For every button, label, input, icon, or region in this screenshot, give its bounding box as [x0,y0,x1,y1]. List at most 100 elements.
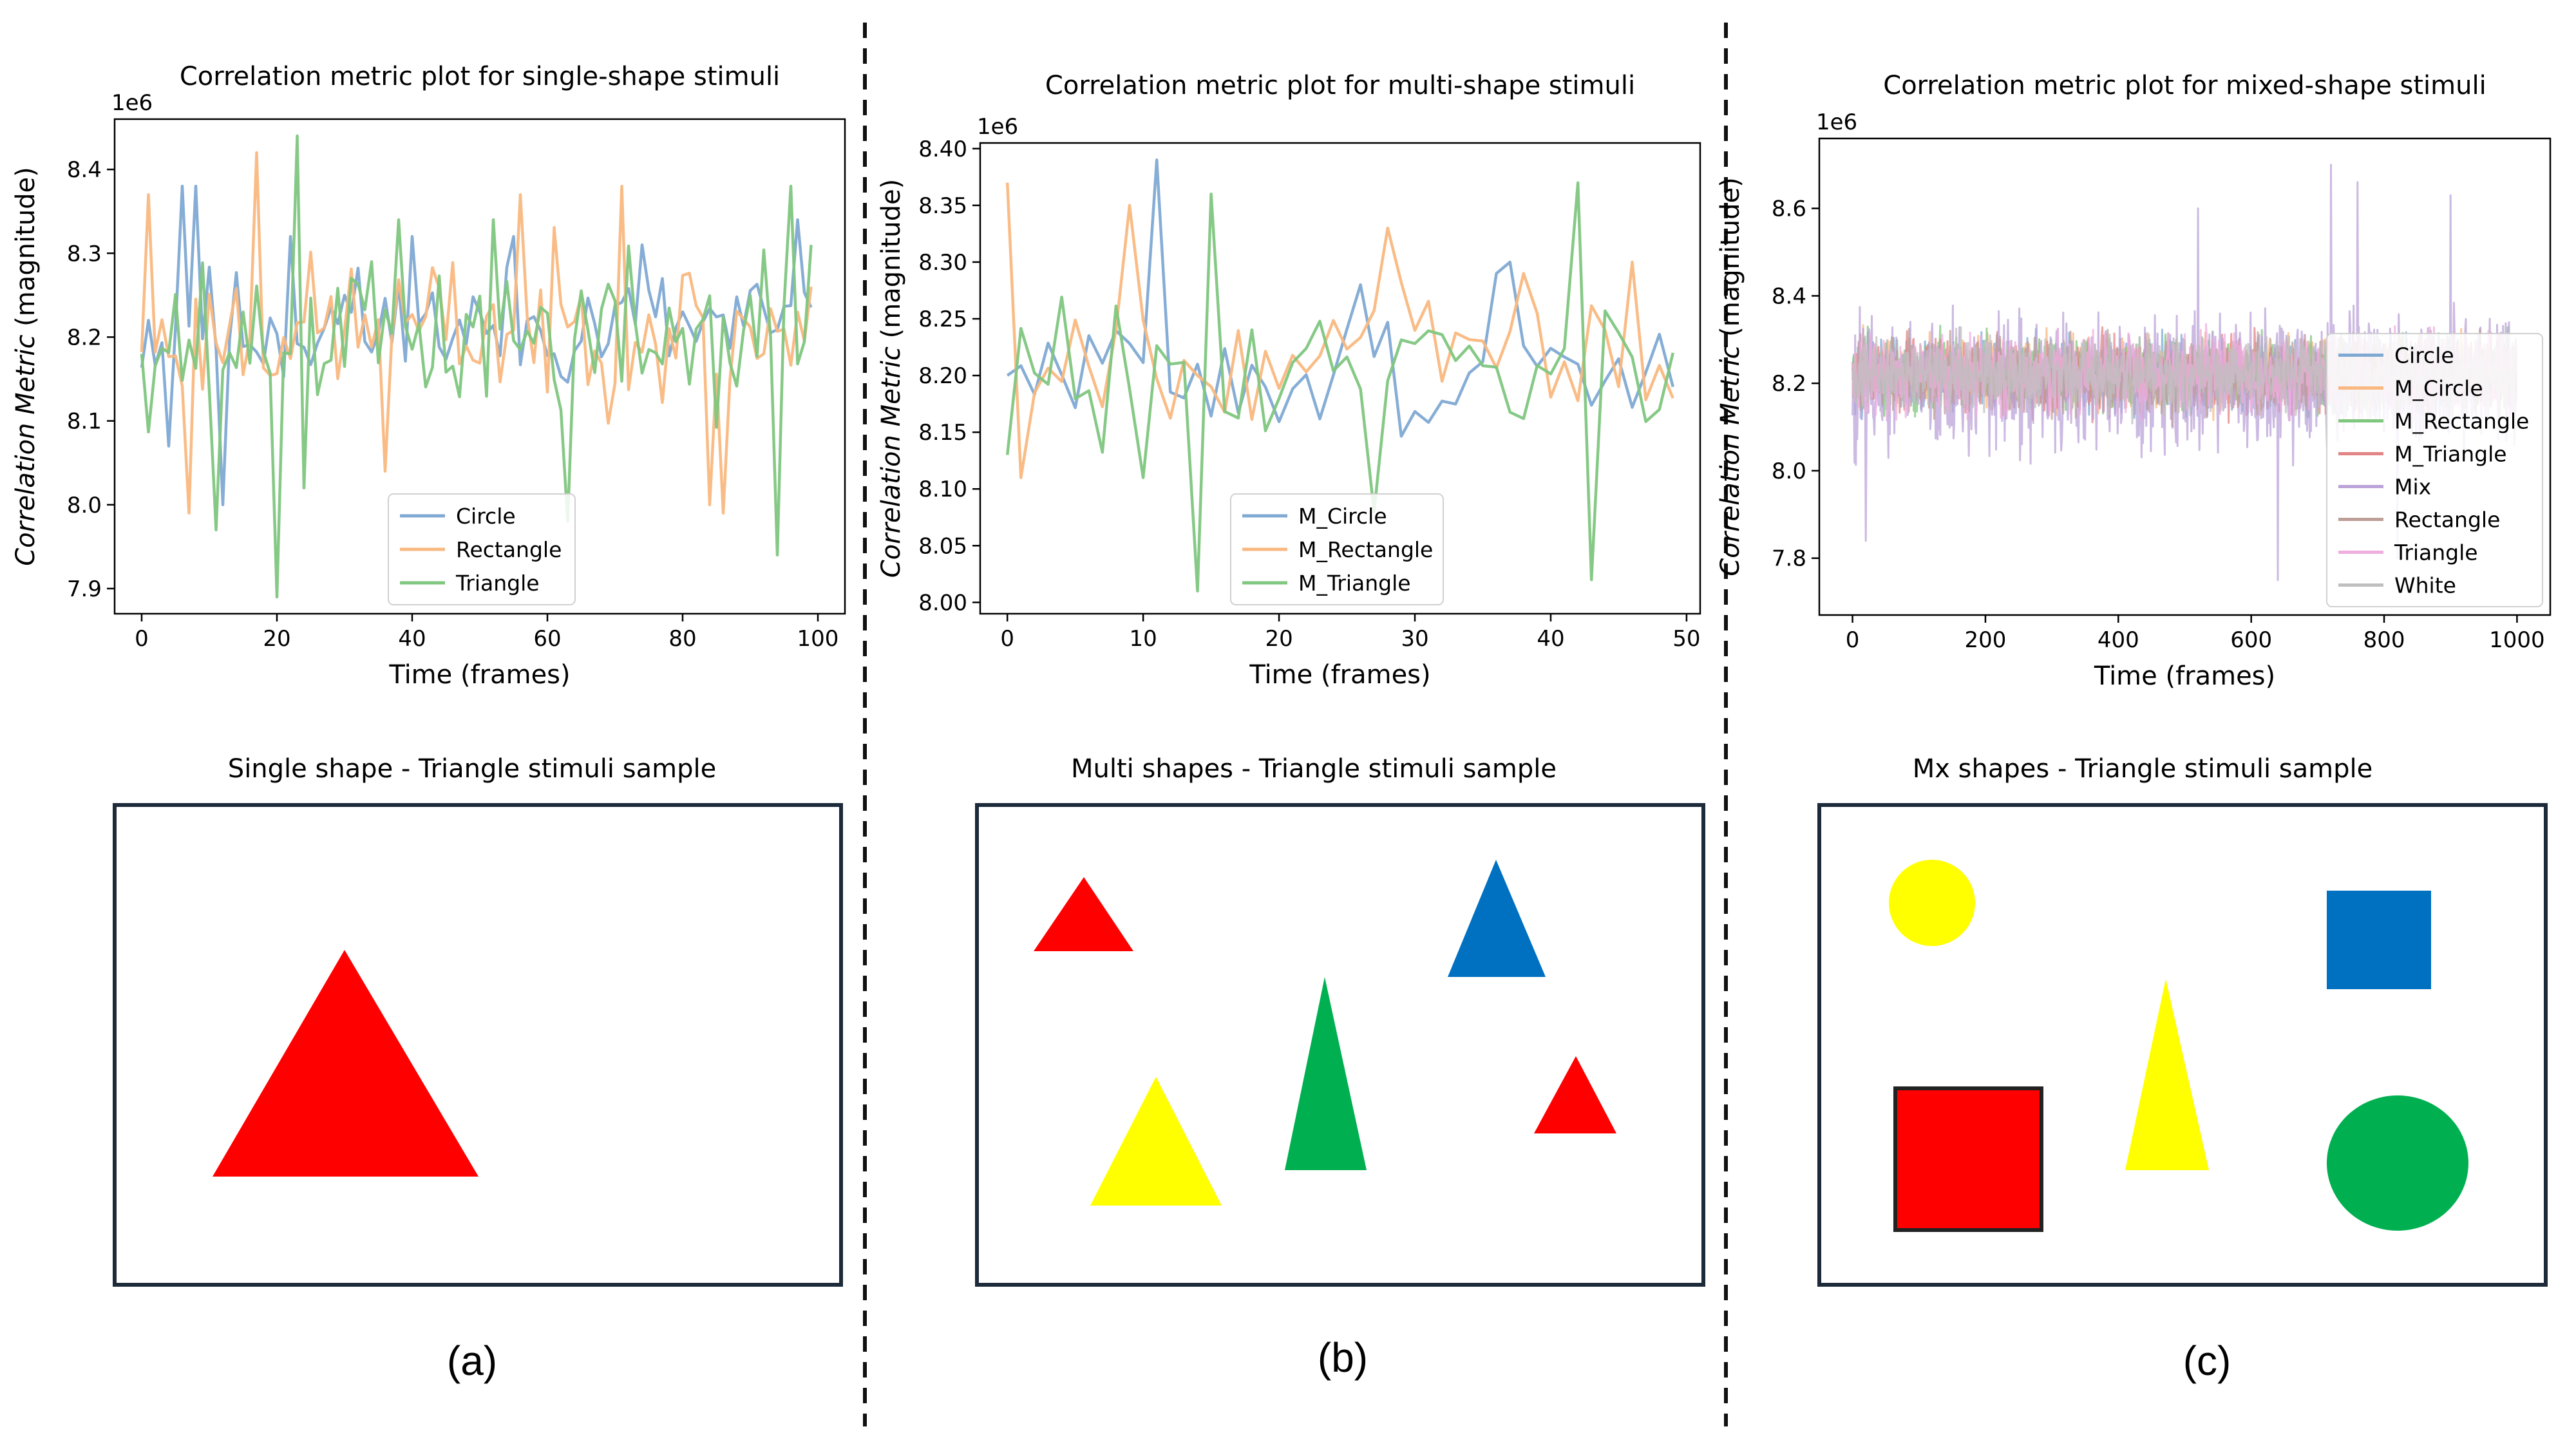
y-tick-label: 8.0 [67,493,102,518]
chart-title: Correlation metric plot for single-shape… [180,62,780,91]
stimuli-title-b: Multi shapes - Triangle stimuli sample [1071,754,1557,784]
legend-box [388,493,576,605]
y-tick-label: 8.2 [67,325,102,350]
legend: M_Circle M_Rectangle M_Triangle [1230,493,1444,605]
legend-label: M_Rectangle [1298,537,1433,562]
plot-frame [1818,137,2552,616]
x-tick-label: 20 [1265,626,1293,652]
chart-title: Correlation metric plot for mixed-shape … [1883,71,2486,100]
y-tick-label: 8.30 [918,250,967,276]
legend-label: Rectangle [456,537,562,562]
legend-label: M_Rectangle [2394,409,2529,434]
stimuli-frame-a [113,803,843,1287]
y-axis-label: Correlation Metric (magnitude) [11,167,41,566]
x-tick-label: 400 [2098,627,2139,653]
x-tick-label: 50 [1672,626,1700,652]
y-tick-label: 8.05 [918,533,967,559]
legend-label: Circle [2394,343,2454,368]
y-tick-label: 8.10 [918,477,967,502]
x-tick-label: 40 [398,626,426,652]
stimuli-title-c: Mx shapes - Triangle stimuli sample [1913,754,2372,784]
y-axis-label: Correlation Metric (magnitude) [876,179,906,578]
x-tick-label: 0 [1846,627,1860,653]
x-tick-label: 80 [668,626,696,652]
legend-label: Triangle [455,571,540,596]
legend-label: Circle [456,504,516,529]
stimuli-frame-b [975,803,1705,1287]
legend-box [1230,493,1444,605]
x-tick-label: 0 [1000,626,1014,652]
legend-label: Rectangle [2394,507,2500,533]
legend: Circle M_Circle M_Rectangle M_Triangle Mix Re… [2326,333,2543,607]
legend-label: Triangle [2394,540,2478,565]
legend-label: M_Circle [1298,504,1387,529]
x-tick-label: 20 [263,626,290,652]
chart-single-shape: Correlation metric plot for single-shape… [11,62,846,690]
x-tick-label: 40 [1537,626,1564,652]
x-tick-label: 30 [1401,626,1428,652]
plot-frame [113,118,846,615]
series-line-m-rectangle [1005,182,1674,479]
plot-frame [979,142,1701,615]
y-tick-label: 8.35 [918,193,967,219]
y-tick-label: 8.25 [918,307,967,332]
legend-label: White [2394,573,2456,598]
legend-label: M_Circle [2394,376,2483,401]
panel-label-c: (c) [2183,1338,2231,1384]
y-tick-label: 8.0 [1772,459,1806,484]
y-tick-label: 8.40 [918,137,967,162]
y-tick-label: 8.4 [67,157,102,183]
x-tick-label: 200 [1965,627,2007,653]
y-tick-label: 8.1 [67,409,102,435]
series-line-m-triangle [1005,181,1674,593]
blue-triangle [1448,860,1546,977]
panel-label-b: (b) [1318,1334,1368,1381]
stimuli-title-a: Single shape - Triangle stimuli sample [228,754,716,784]
yellow-triangle [1090,1077,1222,1206]
series-group [1005,158,1674,593]
x-tick-label: 100 [797,626,839,652]
y-tick-label: 8.6 [1772,196,1806,222]
y-offset-label: 1e6 [977,114,1018,140]
x-tick-label: 0 [135,626,149,652]
chart-title: Correlation metric plot for multi-shape … [1045,71,1635,100]
series-group [140,134,813,599]
y-offset-label: 1e6 [111,90,153,116]
legend-label: Mix [2394,475,2431,500]
series-line-circle [140,184,813,507]
yellow-triangle-c [2125,979,2209,1170]
x-tick-label: 10 [1129,626,1157,652]
x-tick-label: 600 [2230,627,2272,653]
blue-square [2327,891,2431,989]
y-tick-label: 8.20 [918,363,967,389]
legend: Circle Rectangle Triangle [388,493,576,605]
y-tick-label: 7.9 [67,576,102,602]
chart-multi-shape: Correlation metric plot for multi-shape … [876,71,1701,690]
x-axis-label: Time (frames) [2094,661,2275,691]
x-axis-label: Time (frames) [1249,660,1430,690]
y-tick-label: 8.2 [1772,371,1806,397]
legend-box [2326,333,2543,607]
red-triangle [213,950,478,1177]
red-square [1893,1086,2043,1232]
y-tick-label: 8.3 [67,241,102,267]
panel-label-a: (a) [447,1338,497,1384]
green-circle [2327,1095,2468,1231]
right-red-triangle [1534,1056,1616,1133]
x-tick-label: 1000 [2489,627,2545,653]
series-line-rectangle [140,151,813,515]
green-triangle [1285,977,1367,1170]
x-tick-label: 60 [533,626,561,652]
legend-label: M_Triangle [2394,442,2507,467]
y-tick-label: 8.15 [918,420,967,446]
x-tick-label: 800 [2363,627,2405,653]
small-red-triangle [1034,877,1133,951]
legend-label: M_Triangle [1298,571,1411,596]
yellow-circle [1889,860,1975,946]
y-tick-label: 7.8 [1772,546,1806,572]
y-axis-label: Correlation Metric (magnitude) [1716,177,1745,576]
chart-mixed-shape: Correlation metric plot for mixed-shape … [1716,71,2552,691]
series-line-triangle [140,134,813,599]
y-tick-label: 8.4 [1772,283,1806,309]
